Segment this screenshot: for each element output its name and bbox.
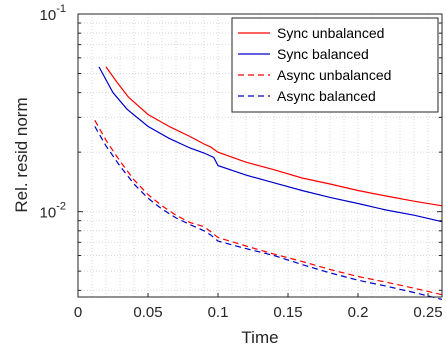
x-tick-label: 0 xyxy=(74,304,82,321)
y-tick-label: 10-2 xyxy=(40,201,66,222)
x-axis-title: Time xyxy=(241,328,278,347)
x-tick-label: 0.25 xyxy=(413,304,442,321)
legend-label: Sync unbalanced xyxy=(277,25,384,41)
x-tick-label: 0.1 xyxy=(208,304,229,321)
series-line xyxy=(94,120,443,296)
y-tick-label: 10-1 xyxy=(40,3,66,24)
series-group xyxy=(94,66,443,300)
legend-label: Sync balanced xyxy=(277,46,369,62)
ticks: 0 0.05 0.1 0.15 0.2 0.25 10-1 10-2 xyxy=(40,3,443,321)
x-tick-label: 0.15 xyxy=(273,304,302,321)
x-tick-label: 0.05 xyxy=(133,304,162,321)
legend: Sync unbalanced Sync balanced Async unbala… xyxy=(231,17,439,113)
y-tick-exponent: -1 xyxy=(56,3,66,15)
y-axis-title: Rel. resid norm xyxy=(12,97,31,212)
legend-label: Async unbalanced xyxy=(277,67,391,83)
series-line xyxy=(98,66,443,223)
series-line xyxy=(94,126,443,300)
series-line xyxy=(105,66,443,207)
x-tick-label: 0.2 xyxy=(348,304,369,321)
plot-frame xyxy=(77,13,443,298)
legend-box xyxy=(231,17,439,113)
y-tick-exponent: -2 xyxy=(56,201,66,213)
legend-label: Async balanced xyxy=(277,88,376,104)
